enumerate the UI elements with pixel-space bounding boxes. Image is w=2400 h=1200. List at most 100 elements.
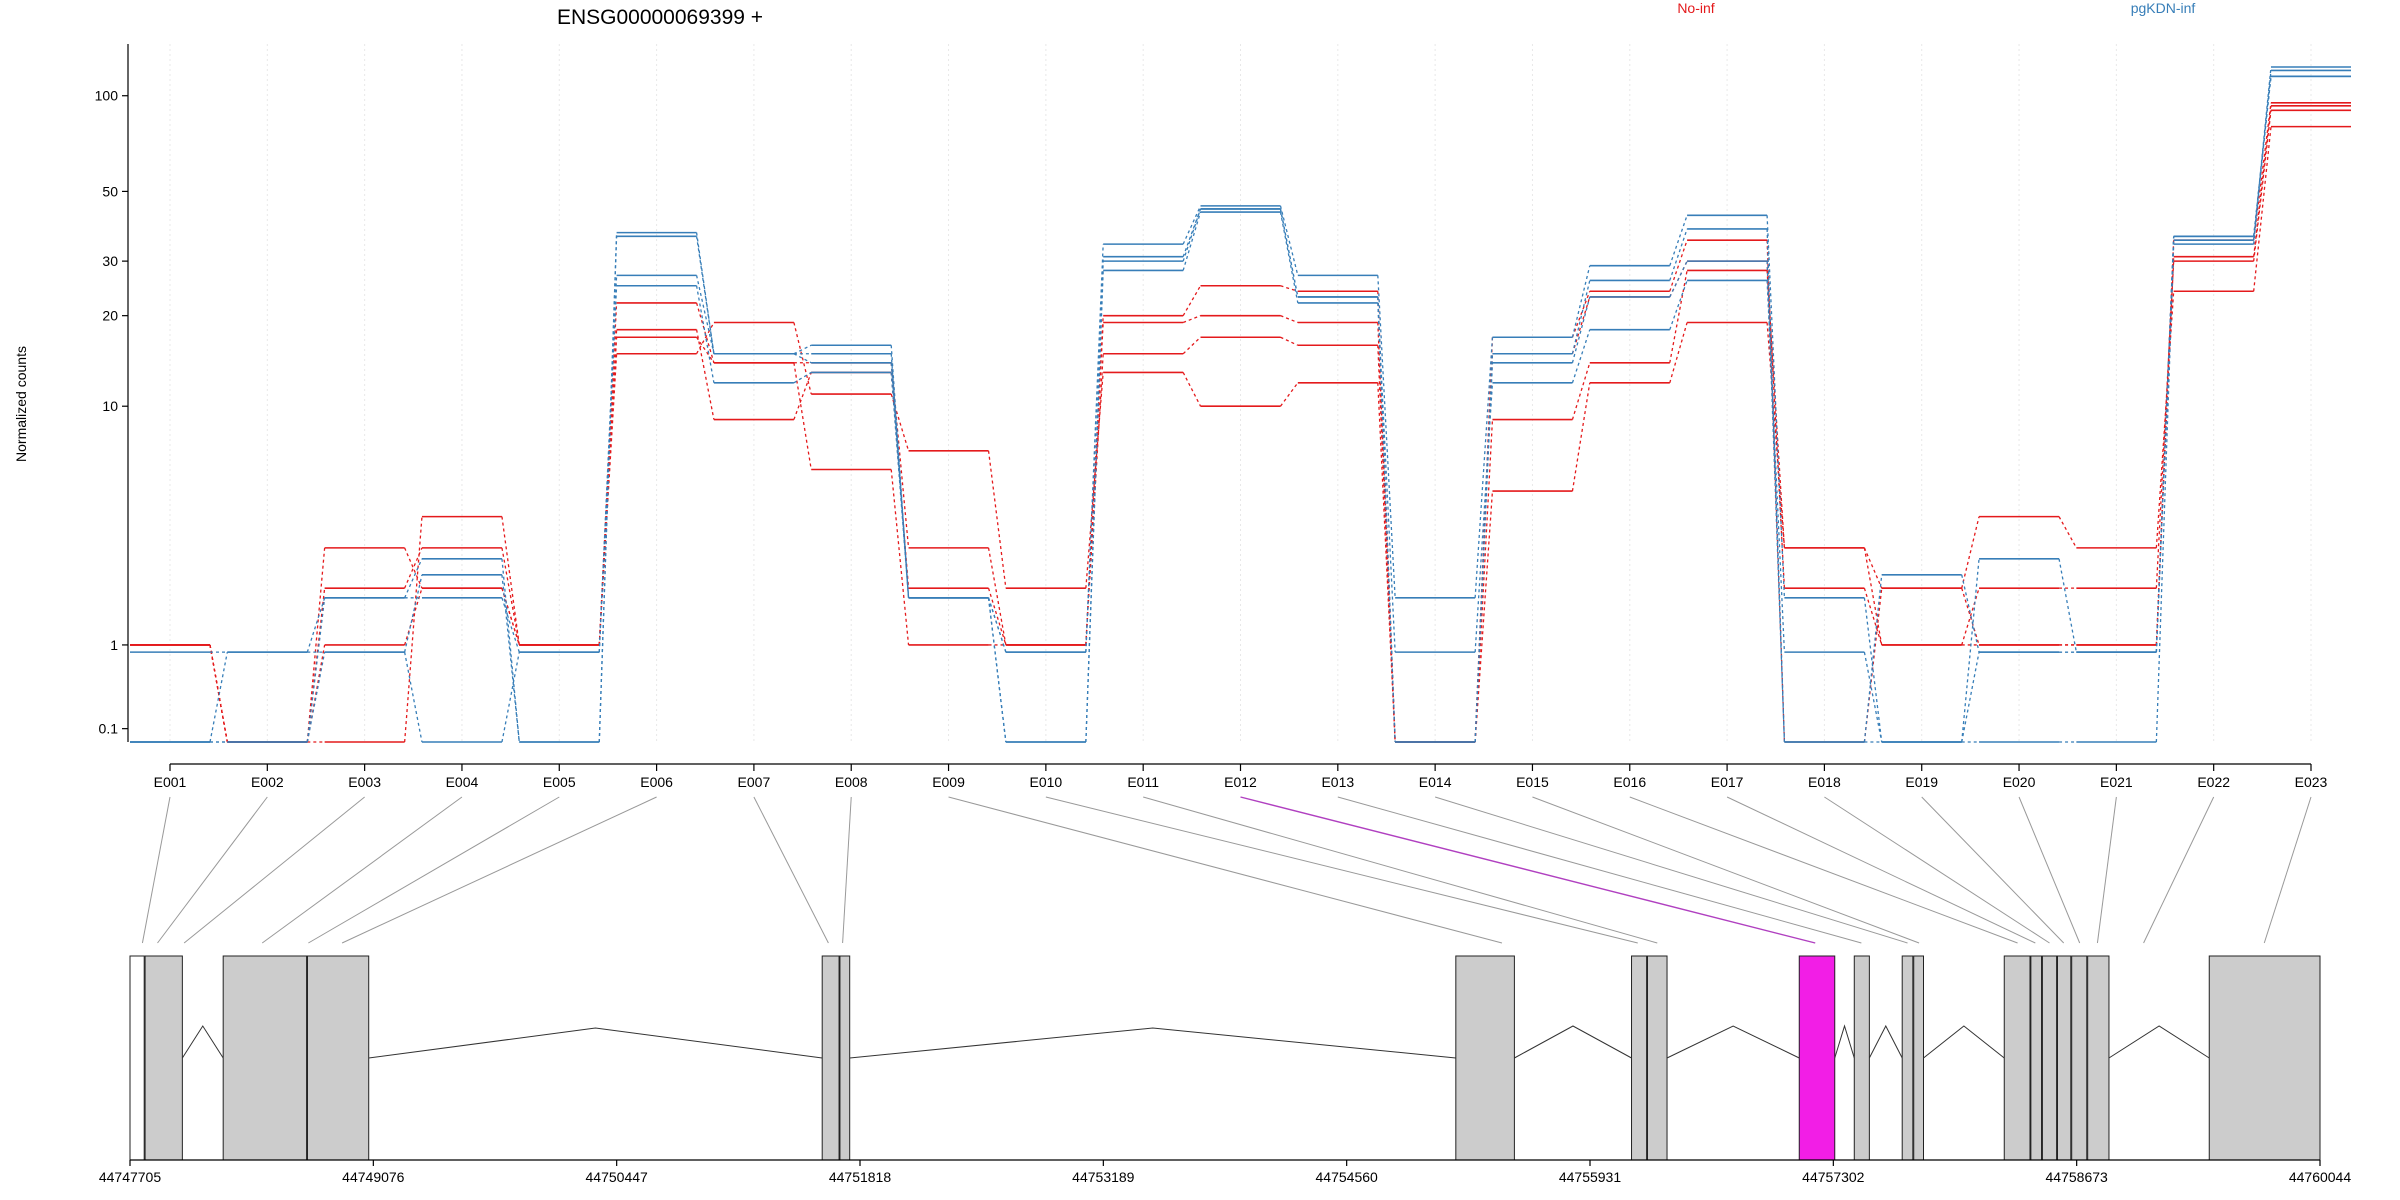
exon-connector-line [1240, 796, 1816, 944]
intron-line [1834, 1024, 1855, 1059]
exon-transition [1182, 315, 1201, 324]
exon-box [222, 955, 308, 1161]
exon-transition [1961, 516, 1980, 589]
series-line-no-inf [130, 102, 2351, 743]
exon-box [821, 955, 840, 1161]
exon-transition [1863, 547, 1883, 589]
y-axis-label: Normalized counts [13, 346, 29, 462]
exon-box [839, 955, 851, 1161]
exon-transition [1961, 587, 1980, 646]
exon-transition [2253, 102, 2272, 241]
exon-transition [2253, 66, 2272, 241]
exon-transition [1571, 362, 1591, 420]
x-tick-label: E018 [1808, 774, 1841, 790]
intron-line [1666, 1025, 1800, 1059]
exon-transition [1279, 205, 1299, 276]
exon-connector-line [308, 796, 560, 944]
exon-box [1631, 955, 1648, 1161]
exon-transition [1571, 280, 1591, 354]
exon-transition [890, 393, 910, 451]
exon-box [2041, 955, 2058, 1161]
exon-connector-line [183, 796, 365, 944]
exon-transition [2058, 516, 2077, 549]
exon-connector-line [1921, 796, 2065, 944]
exon-box [2003, 955, 2031, 1161]
genomic-axis-tick-label: 44751818 [829, 1169, 892, 1185]
exon-transition [404, 574, 423, 653]
genomic-axis-tick-label: 44749076 [342, 1169, 405, 1185]
series-line-pgkdn-inf [130, 66, 2351, 743]
exon-connector-line [753, 796, 829, 944]
x-tick-label: E001 [154, 774, 187, 790]
exon-transition [501, 587, 520, 646]
x-tick-label: E014 [1419, 774, 1452, 790]
exon-box [1647, 955, 1668, 1161]
exon-transition [1669, 228, 1688, 281]
x-tick-label: E020 [2003, 774, 2036, 790]
exon-transition [1280, 315, 1299, 324]
exon-transition [987, 450, 1007, 589]
exon-connector-line [2263, 796, 2312, 944]
exon-connector-line [948, 796, 1503, 944]
exon-transition [404, 558, 423, 599]
exon-connector-line [2143, 796, 2215, 944]
exon-transition [1571, 265, 1591, 338]
exon-box [2056, 955, 2072, 1161]
genomic-axis: 44747705 44749076 44750447 44751818 44753189… [99, 1159, 2352, 1185]
exon-transition [2058, 558, 2078, 653]
intron-line [181, 1025, 224, 1059]
exon-transition [1182, 336, 1201, 355]
exon-connector-line [2096, 796, 2117, 944]
exon-connector-line [1726, 796, 2036, 944]
exon-connector-line [1143, 796, 1658, 944]
plot-axes: 0.1 1 10 20 30 50 100 E001 E002 E003 E004 E005 E006 E… [95, 44, 2328, 790]
exon-transition [1571, 296, 1591, 354]
y-tick-label: 100 [95, 88, 119, 104]
exon-transition [890, 469, 910, 646]
exon-transition [1863, 587, 1883, 646]
exon-transition [1961, 574, 1980, 653]
x-tick-label: E022 [2197, 774, 2230, 790]
exon-transition [695, 329, 715, 420]
exon-transition [695, 285, 715, 383]
intron-line [1923, 1025, 2005, 1059]
exon-transition [1571, 382, 1591, 492]
exon-transition [501, 651, 520, 743]
exon-transition [501, 547, 520, 646]
exon-connector-line [1532, 796, 1920, 944]
x-tick-label: E015 [1516, 774, 1549, 790]
exon-transition [404, 547, 423, 589]
exon-transition [1279, 208, 1299, 298]
exon-transition [598, 232, 618, 743]
intron-line [849, 1027, 1456, 1059]
plot-gridlines [169, 44, 2312, 742]
genomic-axis-tick-label: 44753189 [1072, 1169, 1135, 1185]
exon-transition [1182, 205, 1202, 245]
x-tick-label: E010 [1030, 774, 1063, 790]
exon-transition [1571, 291, 1591, 338]
exon-box [2071, 955, 2088, 1161]
legend-label-pgkdn-inf: pgKDN-inf [2131, 0, 2196, 16]
exon-box [1455, 955, 1515, 1161]
y-tick-label: 1 [110, 637, 118, 653]
exon-transition [1863, 547, 1883, 646]
exon-transition [987, 587, 1007, 646]
exon-transition [209, 644, 228, 743]
chart-title: ENSG00000069399 + [557, 6, 763, 29]
exon-transition [1377, 322, 1396, 743]
exon-transition [793, 322, 812, 395]
exon-transition [404, 547, 423, 589]
exon-transition [1863, 574, 1883, 743]
exon-transition [501, 516, 520, 646]
exon-transition [695, 275, 715, 354]
exon-transition [1571, 329, 1591, 384]
exon-transition [1085, 261, 1104, 743]
exon-transition [2155, 240, 2175, 653]
exon-transition [987, 597, 1007, 743]
genomic-axis-tick-label: 44760044 [2289, 1169, 2352, 1185]
x-tick-label: E006 [640, 774, 673, 790]
exon-connector-line [261, 796, 463, 944]
exon-transition [306, 547, 326, 743]
exon-transition [306, 644, 326, 743]
exon-transition [306, 597, 326, 743]
